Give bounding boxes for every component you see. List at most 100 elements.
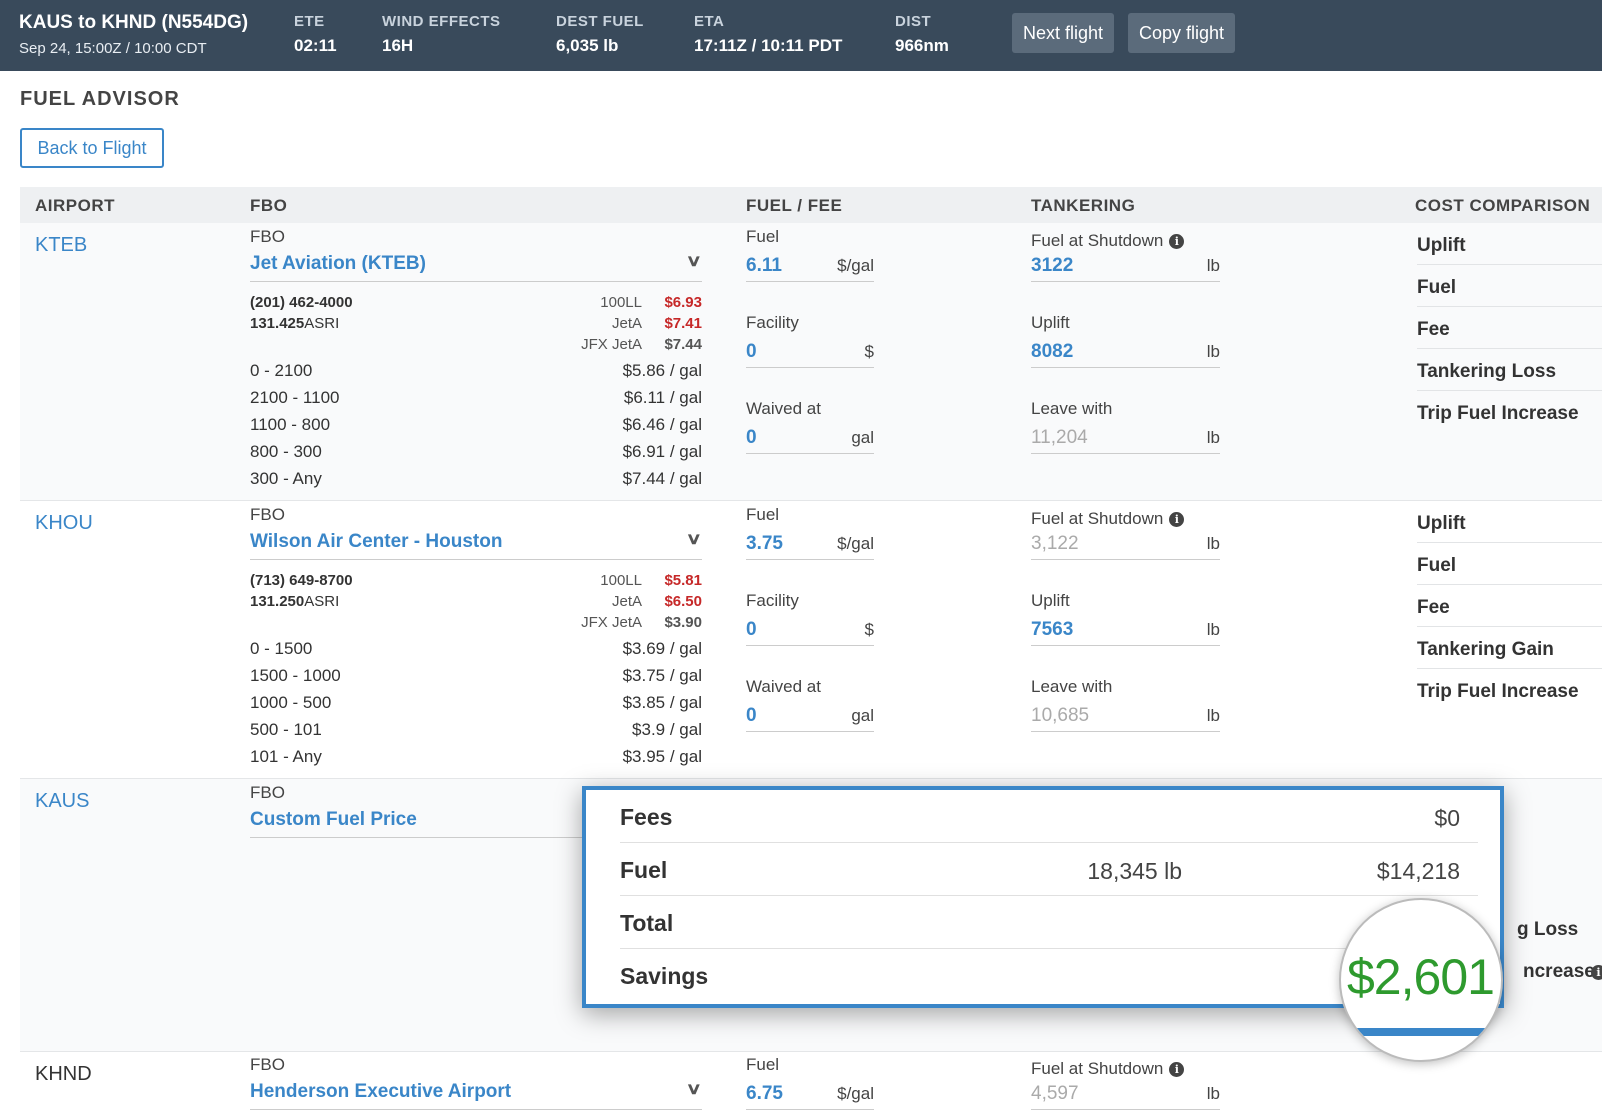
tier-range: 0 - 2100 xyxy=(250,361,313,380)
stat-label: ETE xyxy=(294,13,325,30)
column-header-airport: AIRPORT xyxy=(35,196,115,215)
unit-label: $/gal xyxy=(837,256,874,275)
summary-label: Savings xyxy=(620,963,709,989)
fbo-select[interactable]: Wilson Air Center - Houston ∨ xyxy=(250,531,702,560)
cost-item: Tankering Gain xyxy=(1417,627,1602,669)
price-type: JFX JetA xyxy=(581,614,642,631)
price-type: JetA xyxy=(611,315,642,332)
label-text: Fuel at Shutdown xyxy=(1031,231,1164,250)
fuel-price-input[interactable]: 3.75 $/gal xyxy=(746,530,874,560)
fuel-at-shutdown-value: 3,122 lb xyxy=(1031,530,1220,560)
fuel-label: Fuel xyxy=(746,1055,780,1074)
cost-item: Uplift xyxy=(1417,223,1602,265)
stat-value: 02:11 xyxy=(294,36,337,55)
fbo-select-value: Jet Aviation (KTEB) xyxy=(250,253,426,274)
uplift-label: Uplift xyxy=(1031,591,1070,610)
info-icon[interactable]: i xyxy=(1591,965,1602,980)
next-flight-button[interactable]: Next flight xyxy=(1012,13,1115,53)
facility-label: Facility xyxy=(746,313,799,332)
facility-label: Facility xyxy=(746,591,799,610)
stat-label: ETA xyxy=(694,13,725,30)
cost-item: Fuel xyxy=(1417,543,1602,585)
waived-at-input[interactable]: 0 gal xyxy=(746,424,874,454)
tier-range: 1100 - 800 xyxy=(250,415,331,434)
fbo-select[interactable]: Custom Fuel Price xyxy=(250,809,702,838)
stat-value: 16H xyxy=(382,36,414,55)
uplift-input[interactable]: 8082 lb xyxy=(1031,338,1220,368)
facility-fee-input[interactable]: 0 $ xyxy=(746,616,874,646)
fbo-select[interactable]: Henderson Executive Airport ∨ xyxy=(250,1081,702,1110)
fuel-at-shutdown-label: Fuel at Shutdown i xyxy=(1031,509,1185,529)
unit-label: $/gal xyxy=(837,534,874,553)
fuel-at-shutdown-label: Fuel at Shutdown i xyxy=(1031,1059,1185,1079)
readonly-value: 3,122 xyxy=(1031,533,1079,554)
cost-item: Fee xyxy=(1417,307,1602,349)
unit-label: lb xyxy=(1206,620,1220,639)
stat-dist: DIST 966nm xyxy=(895,13,949,56)
fbo-frequency: 131.250ASRI xyxy=(250,593,339,610)
unit-label: gal xyxy=(851,706,874,725)
label-text: Fuel at Shutdown xyxy=(1031,1059,1164,1078)
table-row: KHND FBO Henderson Executive Airport ∨ F… xyxy=(20,1052,1602,1120)
readonly-value: 4,597 xyxy=(1031,1083,1079,1104)
copy-flight-button[interactable]: Copy flight xyxy=(1128,13,1236,53)
airport-link[interactable]: KAUS xyxy=(35,790,90,812)
table-row: KTEB FBO Jet Aviation (KTEB) ∨ (201) 462… xyxy=(20,223,1602,501)
fuel-price-input[interactable]: 6.75 $/gal xyxy=(746,1080,874,1110)
stat-eta: ETA 17:11Z / 10:11 PDT xyxy=(694,13,842,56)
stat-value: 6,035 lb xyxy=(556,36,619,55)
stat-wind-effects: WIND EFFECTS 16H xyxy=(382,13,501,56)
fbo-label: FBO xyxy=(250,783,285,802)
column-header-fuel-fee: FUEL / FEE xyxy=(746,196,843,215)
back-to-flight-button[interactable]: Back to Flight xyxy=(20,128,164,168)
info-icon[interactable]: i xyxy=(1169,1062,1185,1077)
flight-header: KAUS to KHND (N554DG) Sep 24, 15:00Z / 1… xyxy=(0,0,1602,71)
cost-item-label: Trip Fuel Increase xyxy=(1417,403,1579,424)
input-value: 3122 xyxy=(1031,255,1074,276)
cost-comparison-list: Uplift Fuel Fee Tankering Gain Trip Fuel… xyxy=(1417,501,1602,711)
fbo-select[interactable]: Jet Aviation (KTEB) ∨ xyxy=(250,253,702,282)
waived-at-label: Waived at xyxy=(746,399,821,418)
frequency-suffix: ASRI xyxy=(304,315,340,332)
price-type: 100LL xyxy=(600,294,642,311)
summary-row-savings: Savings xyxy=(620,949,1478,1002)
cost-item-fragment: g Loss xyxy=(1517,919,1579,940)
frequency-value: 131.250 xyxy=(250,593,305,610)
uplift-input[interactable]: 7563 lb xyxy=(1031,616,1220,646)
leave-with-label: Leave with xyxy=(1031,677,1113,696)
stat-ete: ETE 02:11 xyxy=(294,13,337,56)
departure-time: Sep 24, 15:00Z / 10:00 CDT xyxy=(19,40,207,57)
airport-link[interactable]: KTEB xyxy=(35,234,88,256)
frequency-suffix: ASRI xyxy=(304,593,340,610)
cost-item: Trip Fuel Increasei xyxy=(1417,669,1602,711)
info-icon[interactable]: i xyxy=(1169,234,1185,249)
facility-fee-input[interactable]: 0 $ xyxy=(746,338,874,368)
readonly-value: 10,685 xyxy=(1031,705,1090,726)
stat-value: 17:11Z / 10:11 PDT xyxy=(694,36,843,55)
highlight-bar xyxy=(1341,1028,1501,1036)
fuel-at-shutdown-input[interactable]: 3122 lb xyxy=(1031,252,1220,282)
readonly-value: 11,204 xyxy=(1031,427,1088,448)
input-value: 3.75 xyxy=(746,533,783,554)
summary-row-fuel: Fuel 18,345 lb $14,218 xyxy=(620,843,1478,896)
airport-link[interactable]: KHOU xyxy=(35,512,93,534)
waived-at-input[interactable]: 0 gal xyxy=(746,702,874,732)
table-header: AIRPORT FBO FUEL / FEE TANKERING COST CO… xyxy=(20,187,1602,223)
input-value: 8082 xyxy=(1031,341,1074,362)
chevron-down-icon: ∨ xyxy=(685,1081,703,1098)
price-value: $3.90 xyxy=(664,614,702,631)
cost-item: Fuel xyxy=(1417,265,1602,307)
unit-label: lb xyxy=(1206,256,1220,275)
uplift-label: Uplift xyxy=(1031,313,1070,332)
summary-value: $0 xyxy=(1434,805,1460,831)
input-value: 7563 xyxy=(1031,619,1074,640)
cost-item: Uplift xyxy=(1417,501,1602,543)
input-value: 6.75 xyxy=(746,1083,783,1104)
leave-with-value: 10,685 lb xyxy=(1031,702,1220,732)
cost-comparison-list: Uplift Fuel Fee Tankering Loss Trip Fuel… xyxy=(1417,223,1602,433)
fuel-price-input[interactable]: 6.11 $/gal xyxy=(746,252,874,282)
price-value: $6.93 xyxy=(664,294,702,311)
label-text: Fuel at Shutdown xyxy=(1031,509,1164,528)
tier-price: $6.91 / gal xyxy=(622,442,702,461)
info-icon[interactable]: i xyxy=(1169,512,1185,527)
